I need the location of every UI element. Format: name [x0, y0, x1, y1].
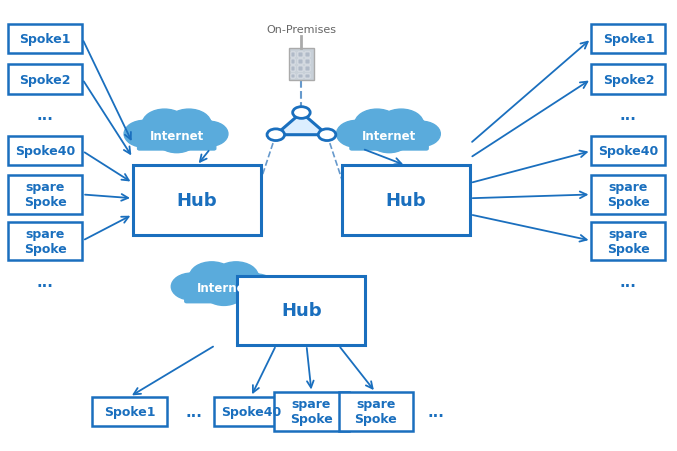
- Circle shape: [369, 126, 410, 153]
- Text: Spoke2: Spoke2: [20, 74, 71, 86]
- FancyBboxPatch shape: [350, 130, 428, 151]
- FancyBboxPatch shape: [298, 67, 303, 72]
- Circle shape: [225, 270, 263, 295]
- FancyBboxPatch shape: [8, 25, 83, 54]
- FancyBboxPatch shape: [274, 392, 349, 431]
- Text: ...: ...: [37, 274, 53, 289]
- Text: Spoke1: Spoke1: [104, 405, 155, 418]
- Circle shape: [190, 262, 234, 292]
- Text: spare
Spoke: spare Spoke: [24, 227, 66, 255]
- Text: spare
Spoke: spare Spoke: [607, 227, 650, 255]
- Text: Internet: Internet: [197, 282, 251, 295]
- Text: Hub: Hub: [281, 302, 322, 320]
- Circle shape: [156, 126, 197, 153]
- Text: ...: ...: [428, 404, 445, 419]
- FancyBboxPatch shape: [591, 222, 665, 260]
- Circle shape: [142, 110, 187, 139]
- Circle shape: [403, 122, 440, 147]
- FancyBboxPatch shape: [214, 397, 288, 426]
- Circle shape: [190, 122, 228, 147]
- Text: spare
Spoke: spare Spoke: [607, 181, 650, 209]
- FancyBboxPatch shape: [591, 65, 665, 94]
- Polygon shape: [276, 113, 327, 135]
- Circle shape: [267, 129, 284, 141]
- Circle shape: [171, 273, 212, 300]
- Text: Internet: Internet: [362, 129, 416, 143]
- Text: Spoke2: Spoke2: [603, 74, 654, 86]
- FancyBboxPatch shape: [290, 60, 295, 64]
- FancyBboxPatch shape: [591, 176, 665, 214]
- Circle shape: [185, 270, 223, 295]
- Circle shape: [178, 117, 216, 143]
- Text: Internet: Internet: [150, 129, 204, 143]
- Circle shape: [214, 262, 258, 292]
- Text: spare
Spoke: spare Spoke: [24, 181, 66, 209]
- FancyBboxPatch shape: [137, 130, 216, 151]
- FancyBboxPatch shape: [338, 392, 413, 431]
- Text: Hub: Hub: [386, 192, 427, 210]
- FancyBboxPatch shape: [305, 60, 310, 64]
- FancyBboxPatch shape: [591, 137, 665, 166]
- Text: ...: ...: [37, 108, 53, 123]
- FancyBboxPatch shape: [290, 74, 295, 79]
- Circle shape: [318, 129, 336, 141]
- Circle shape: [238, 274, 275, 299]
- Circle shape: [204, 279, 244, 306]
- Circle shape: [124, 121, 165, 148]
- Circle shape: [355, 110, 399, 139]
- Circle shape: [350, 117, 388, 143]
- Text: spare
Spoke: spare Spoke: [290, 397, 333, 425]
- FancyBboxPatch shape: [92, 397, 167, 426]
- Circle shape: [391, 117, 428, 143]
- FancyBboxPatch shape: [305, 53, 310, 57]
- FancyBboxPatch shape: [290, 67, 295, 72]
- FancyBboxPatch shape: [591, 25, 665, 54]
- Text: Spoke40: Spoke40: [15, 145, 75, 158]
- FancyBboxPatch shape: [238, 276, 366, 345]
- FancyBboxPatch shape: [8, 65, 83, 94]
- Text: ...: ...: [620, 108, 637, 123]
- Circle shape: [137, 117, 175, 143]
- Circle shape: [292, 107, 310, 119]
- FancyBboxPatch shape: [185, 282, 263, 303]
- FancyBboxPatch shape: [288, 48, 314, 81]
- FancyBboxPatch shape: [298, 60, 303, 64]
- FancyBboxPatch shape: [133, 166, 261, 235]
- Circle shape: [336, 121, 377, 148]
- Circle shape: [379, 110, 423, 139]
- FancyBboxPatch shape: [298, 74, 303, 79]
- Text: Hub: Hub: [177, 192, 217, 210]
- Circle shape: [167, 110, 211, 139]
- FancyBboxPatch shape: [305, 74, 310, 79]
- FancyBboxPatch shape: [305, 67, 310, 72]
- FancyBboxPatch shape: [290, 53, 295, 57]
- Text: Spoke1: Spoke1: [20, 33, 71, 46]
- Text: Spoke40: Spoke40: [598, 145, 659, 158]
- Text: ...: ...: [620, 274, 637, 289]
- Text: spare
Spoke: spare Spoke: [354, 397, 397, 425]
- Text: Spoke1: Spoke1: [603, 33, 654, 46]
- FancyBboxPatch shape: [8, 222, 83, 260]
- Text: On-Premises: On-Premises: [267, 25, 336, 35]
- FancyBboxPatch shape: [8, 176, 83, 214]
- FancyBboxPatch shape: [298, 53, 303, 57]
- FancyBboxPatch shape: [8, 137, 83, 166]
- Text: Spoke40: Spoke40: [221, 405, 281, 418]
- Text: ...: ...: [185, 404, 202, 419]
- FancyBboxPatch shape: [342, 166, 470, 235]
